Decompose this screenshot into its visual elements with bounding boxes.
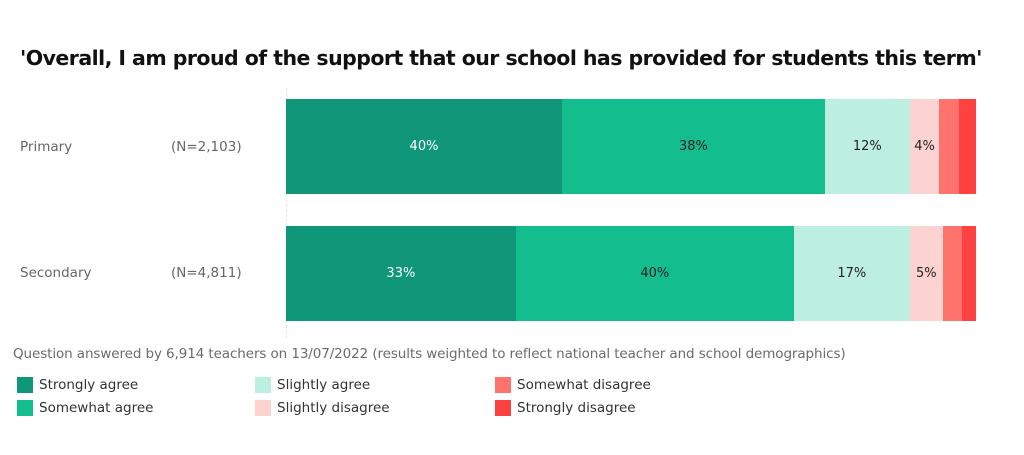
legend-swatch <box>495 377 511 393</box>
legend-swatch <box>255 400 271 416</box>
segment-strongly-disagree <box>959 99 976 194</box>
segment-somewhat-disagree <box>942 226 963 321</box>
segment-value-label: 4% <box>914 139 935 154</box>
segment-value-label: 40% <box>640 266 670 281</box>
legend-item-somewhat-agree: Somewhat agree <box>17 400 153 416</box>
legend-label: Strongly agree <box>39 377 139 393</box>
legend-swatch <box>495 400 511 416</box>
segment-strongly-agree: 40% <box>286 99 562 194</box>
legend-swatch <box>255 377 271 393</box>
legend-label: Slightly disagree <box>277 400 390 416</box>
segment-value-label: 33% <box>386 266 416 281</box>
segment-strongly-disagree <box>962 226 976 321</box>
segment-slightly-agree: 12% <box>824 99 910 194</box>
legend-item-strongly-disagree: Strongly disagree <box>495 400 636 416</box>
segment-value-label: 38% <box>678 139 708 154</box>
segment-value-label: 17% <box>837 266 867 281</box>
zero-axis-line <box>286 88 287 338</box>
legend-label: Somewhat disagree <box>517 377 651 393</box>
footnote: Question answered by 6,914 teachers on 1… <box>13 346 846 362</box>
legend-label: Strongly disagree <box>517 400 636 416</box>
row-sample-size-primary: (N=2,103) <box>171 139 242 155</box>
bar-primary: 40% 38% 12% 4% <box>286 99 976 194</box>
legend-item-slightly-disagree: Slightly disagree <box>255 400 390 416</box>
segment-value-label: 12% <box>852 139 882 154</box>
legend-item-somewhat-disagree: Somewhat disagree <box>495 377 651 393</box>
legend-label: Somewhat agree <box>39 400 154 416</box>
segment-strongly-agree: 33% <box>286 226 516 321</box>
bar-secondary: 33% 40% 17% 5% <box>286 226 976 321</box>
chart-title: 'Overall, I am proud of the support that… <box>20 46 982 70</box>
segment-somewhat-agree: 40% <box>515 226 794 321</box>
segment-slightly-disagree: 4% <box>909 99 940 194</box>
segment-somewhat-disagree <box>939 99 960 194</box>
legend-label: Slightly agree <box>277 377 371 393</box>
segment-slightly-agree: 17% <box>793 226 910 321</box>
legend-item-slightly-agree: Slightly agree <box>255 377 370 393</box>
segment-value-label: 40% <box>409 139 439 154</box>
legend-swatch <box>17 400 33 416</box>
legend-item-strongly-agree: Strongly agree <box>17 377 138 393</box>
row-sample-size-secondary: (N=4,811) <box>171 265 242 281</box>
row-label-primary: Primary <box>20 139 73 155</box>
segment-value-label: 5% <box>915 266 937 281</box>
segment-somewhat-agree: 38% <box>562 99 825 194</box>
legend: Strongly agree Somewhat agree Slightly a… <box>17 377 717 427</box>
segment-slightly-disagree: 5% <box>909 226 943 321</box>
legend-swatch <box>17 377 33 393</box>
row-label-secondary: Secondary <box>20 265 92 281</box>
